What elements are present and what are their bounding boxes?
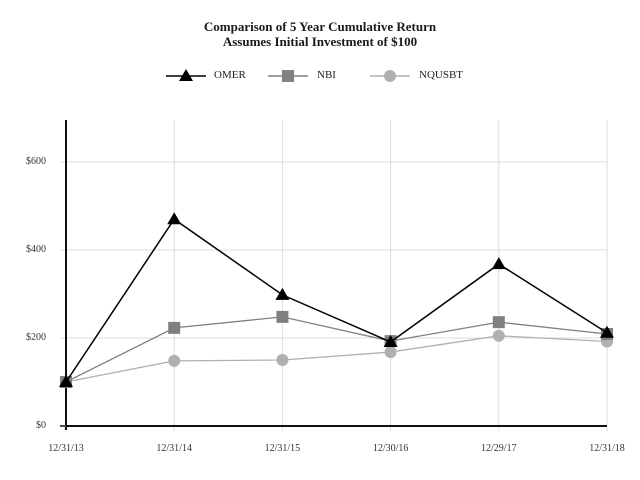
legend-omer-icon	[166, 69, 206, 81]
series-omer	[59, 212, 614, 387]
legend-label-nbi: NBI	[317, 69, 336, 81]
series-lines	[59, 212, 614, 388]
y-tick-label: $200	[26, 332, 46, 343]
x-tick-label: 12/31/18	[589, 443, 625, 454]
series-nbi	[60, 310, 613, 388]
y-tick-label: $600	[26, 156, 46, 167]
gridlines	[60, 120, 608, 431]
y-tick-label: $400	[26, 244, 46, 255]
x-tick-label: 12/30/16	[372, 443, 409, 454]
x-tick-label: 12/29/17	[481, 443, 517, 454]
legend-nbi-icon	[268, 70, 308, 82]
chart-subtitle: Assumes Initial Investment of $100	[222, 34, 418, 49]
legend-nqusbt-icon	[370, 70, 410, 82]
x-tick-label: 12/31/14	[156, 443, 192, 454]
y-tick-label: $0	[36, 420, 46, 431]
axes	[60, 120, 607, 430]
legend-label-omer: OMER	[214, 69, 246, 81]
x-tick-label: 12/31/13	[48, 443, 84, 454]
series-nqusbt	[60, 329, 613, 388]
legend-label-nqusbt: NQUSBT	[419, 69, 464, 81]
chart-title: Comparison of 5 Year Cumulative Return	[203, 19, 437, 34]
x-tick-label: 12/31/15	[264, 443, 301, 454]
